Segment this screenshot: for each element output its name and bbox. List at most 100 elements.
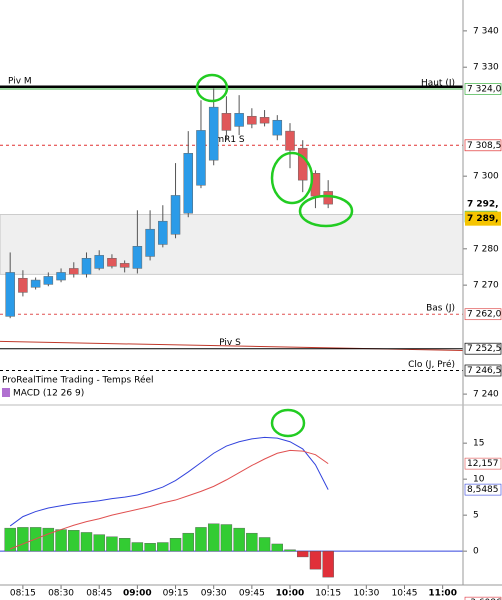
candle-body — [94, 255, 104, 269]
x-tick-label: 09:45 — [239, 589, 265, 599]
candle-body — [107, 258, 117, 267]
candle-body — [56, 272, 66, 281]
level-value-label: 7 324,0 — [467, 84, 502, 94]
level-value-box — [464, 308, 502, 321]
candle-body — [81, 258, 92, 275]
histogram-bar — [80, 532, 93, 552]
histogram-bar — [144, 543, 156, 552]
histogram-bar — [246, 532, 258, 552]
histogram-bar — [233, 527, 245, 552]
x-tick-label: 09:15 — [163, 589, 189, 599]
histogram-bar — [106, 536, 118, 552]
histogram-bar — [220, 524, 233, 552]
y-tick-label: 7 340 — [473, 26, 499, 36]
x-tick-label: 08:30 — [48, 589, 74, 599]
zone-value-label: 7 289, — [467, 214, 499, 224]
candle-body — [247, 115, 257, 125]
annotations — [195, 73, 354, 438]
level-value-box — [464, 342, 502, 355]
histogram-bar — [271, 543, 283, 552]
level-value-label: 7 262,0 — [467, 310, 502, 320]
histogram-bar — [169, 538, 182, 552]
annotation-ellipse — [270, 151, 314, 205]
value-label: 12,157 — [467, 459, 499, 469]
annotation-ellipse — [270, 408, 306, 438]
histogram-bar — [195, 527, 207, 552]
indicator-title: MACD (12 26 9) — [13, 389, 84, 399]
candle-body — [196, 130, 206, 186]
candle-body — [183, 153, 194, 214]
histogram-bar — [207, 523, 220, 552]
histogram-bar — [182, 532, 194, 552]
candle-body — [297, 147, 308, 181]
level-value-box — [464, 139, 502, 152]
x-tick-label: 10:15 — [315, 589, 341, 599]
value-label: 8,5485 — [467, 485, 499, 495]
y-tick-label: 7 280 — [473, 244, 499, 254]
x-tick-label: 09:30 — [201, 589, 227, 599]
candle-body — [272, 119, 283, 136]
level-value-box — [464, 364, 502, 377]
x-tick-label: 10:30 — [353, 589, 379, 599]
histogram-bar — [42, 527, 55, 552]
indicator-icon — [2, 388, 10, 397]
histogram-bar — [55, 529, 67, 552]
histogram-bar — [118, 538, 131, 552]
histogram-bar — [131, 542, 144, 552]
y-tick-label: 7 330 — [473, 63, 499, 73]
x-tick-label: 10:45 — [392, 589, 418, 599]
x-tick-label: 08:15 — [10, 589, 36, 599]
y-tick-label: 7 240 — [473, 390, 499, 400]
level-value-label: 7 252,5 — [467, 344, 501, 354]
candle-body — [5, 272, 15, 317]
histogram-bar — [17, 527, 29, 552]
candle-body — [119, 263, 130, 268]
candle-body — [30, 279, 41, 288]
value-box — [464, 596, 502, 600]
candle-body — [323, 191, 333, 205]
candle-body — [145, 228, 155, 257]
level-value-label: 7 246,5 — [467, 366, 501, 376]
histogram-bar — [297, 550, 309, 558]
level-label: Piv M — [8, 76, 32, 86]
level-value-label: 7 308,5 — [467, 141, 501, 151]
candle-body — [43, 276, 54, 285]
histogram-bar — [157, 542, 169, 552]
annotation-ellipse — [298, 194, 354, 228]
candle-body — [234, 113, 244, 127]
y-tick-label: 0 — [473, 547, 479, 557]
histogram-bar — [4, 527, 16, 552]
y-tick-label: 7 270 — [473, 281, 499, 291]
x-tick-label: 10:00 — [276, 589, 305, 599]
x-tick-label: 09:00 — [123, 589, 152, 599]
histogram-bar — [93, 534, 105, 552]
candle-body — [69, 268, 79, 275]
histogram-bar — [284, 549, 296, 552]
level-label: Bas (J) — [426, 304, 455, 314]
zone-value-box — [465, 211, 501, 226]
annotation-ellipse — [195, 73, 229, 103]
histogram-bar — [68, 530, 80, 552]
level-value-box — [464, 83, 502, 95]
y-tick-label: 5 — [473, 511, 479, 521]
level-label: Piv S — [219, 338, 241, 348]
histogram-bar — [322, 550, 334, 578]
plot-layer: 7 340 7 330 7 300 7 280 7 270 7 240 Piv M Haut … — [0, 26, 502, 600]
value-label: -3,6086 — [467, 598, 502, 600]
histogram-bar — [258, 537, 271, 552]
zone — [0, 214, 464, 275]
candle-body — [18, 277, 28, 293]
histogram-bar — [309, 550, 322, 570]
close-price-label: 7 292, — [467, 200, 499, 210]
candle-body — [208, 106, 219, 161]
indicator-line — [9, 449, 329, 550]
indicator-line — [9, 436, 329, 527]
value-box — [464, 457, 502, 470]
level-label: Clo (J, Pré) — [408, 359, 455, 370]
y-tick-label: 10 — [473, 475, 485, 485]
y-tick-label: 15 — [473, 439, 484, 449]
y-tick-label: 7 300 — [473, 172, 499, 182]
